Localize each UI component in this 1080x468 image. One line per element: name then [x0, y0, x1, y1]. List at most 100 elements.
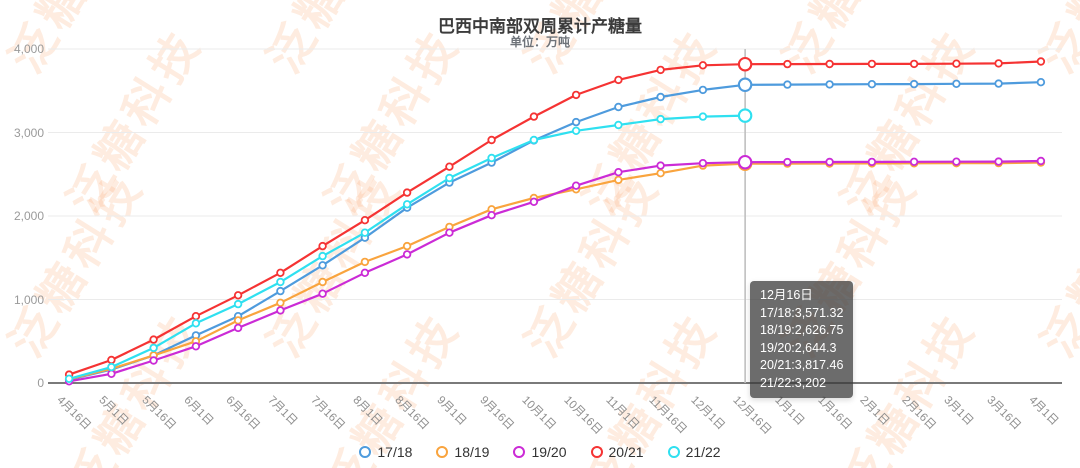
- data-point-20/21: [571, 90, 581, 100]
- data-point-20/21: [318, 241, 327, 251]
- data-point-18/19: [233, 316, 243, 325]
- tooltip-row: 17/18:3,571.32: [760, 305, 844, 320]
- highlighted-data-point-19/20: [737, 154, 753, 170]
- data-point-20/21: [614, 75, 623, 85]
- legend-label: 20/21: [608, 444, 644, 460]
- data-point-21/22: [698, 112, 708, 121]
- data-point-19/20: [529, 197, 539, 206]
- legend-item-18/19[interactable]: 18/19: [436, 444, 489, 460]
- data-point-20/21: [529, 112, 539, 121]
- legend-label: 18/19: [454, 444, 490, 460]
- data-point-20/21: [445, 162, 454, 171]
- data-point-19/20: [318, 289, 327, 298]
- legend-item-17/18[interactable]: 17/18: [359, 444, 412, 460]
- data-point-21/22: [318, 251, 327, 261]
- tooltip-row: 21/22:3,202: [760, 375, 827, 390]
- hover-tooltip: 12月16日 17/18:3,571.32 18/19:2,626.75 19/20…: [750, 281, 854, 398]
- data-point-18/19: [318, 277, 327, 287]
- data-point-20/21: [994, 59, 1003, 68]
- data-point-21/22: [191, 319, 201, 328]
- series-line-17/18: [67, 81, 1043, 381]
- highlighted-data-point-20/21: [737, 56, 753, 72]
- chart-title: 巴西中南部双周累计产糖量: [438, 17, 642, 36]
- data-point-21/22: [149, 343, 158, 353]
- highlighted-data-point-17/18: [737, 77, 753, 93]
- data-point-18/19: [614, 175, 623, 185]
- data-point-17/18: [783, 80, 792, 89]
- data-point-17/18: [825, 80, 834, 89]
- data-point-19/20: [445, 228, 454, 237]
- data-point-17/18: [909, 79, 919, 89]
- data-point-19/20: [867, 157, 877, 167]
- legend-circle-icon: [590, 446, 603, 458]
- data-point-17/18: [698, 85, 708, 95]
- data-point-19/20: [614, 167, 623, 177]
- legend-circle-icon: [436, 446, 449, 458]
- data-point-20/21: [698, 61, 708, 70]
- data-point-20/21: [276, 268, 285, 277]
- data-point-21/22: [233, 299, 243, 309]
- legend-item-19/20[interactable]: 19/20: [513, 444, 567, 460]
- series-line-20/21: [67, 60, 1043, 376]
- data-point-17/18: [276, 286, 285, 296]
- data-point-19/20: [107, 369, 116, 378]
- data-point-19/20: [656, 161, 665, 170]
- data-point-21/22: [107, 362, 116, 372]
- tooltip-header: 12月16日: [760, 288, 813, 302]
- series-line-19/20: [67, 159, 1043, 383]
- data-point-19/20: [825, 157, 834, 167]
- y-tick-label: 0: [37, 376, 44, 390]
- legend-item-21/22[interactable]: 21/22: [667, 444, 721, 460]
- data-point-21/22: [487, 153, 496, 163]
- data-point-17/18: [318, 261, 327, 270]
- tooltip-row: 18/19:2,626.75: [760, 323, 844, 337]
- data-point-20/21: [825, 59, 834, 69]
- legend-item-20/21[interactable]: 20/21: [590, 444, 644, 460]
- data-point-17/18: [867, 79, 877, 89]
- data-point-19/20: [276, 306, 285, 315]
- data-point-19/20: [191, 342, 201, 351]
- legend-label: 19/20: [531, 444, 567, 460]
- data-point-18/19: [656, 168, 665, 178]
- legend-circle-icon: [513, 446, 526, 458]
- data-point-20/21: [952, 59, 961, 68]
- data-point-21/22: [614, 120, 623, 130]
- data-point-21/22: [529, 135, 539, 145]
- data-point-21/22: [402, 200, 412, 209]
- legend-circle-icon: [359, 446, 372, 458]
- data-point-21/22: [276, 277, 285, 287]
- data-point-19/20: [952, 157, 961, 166]
- y-tick-label: 1,000: [13, 292, 44, 307]
- data-point-21/22: [571, 126, 581, 135]
- data-point-20/21: [656, 65, 665, 75]
- y-tick-label: 3,000: [13, 125, 44, 140]
- data-point-17/18: [994, 79, 1003, 88]
- data-point-18/19: [360, 257, 370, 267]
- data-point-21/22: [360, 228, 370, 237]
- data-point-20/21: [1036, 57, 1046, 66]
- data-point-20/21: [402, 188, 412, 197]
- legend-circle-icon: [667, 446, 680, 458]
- data-point-19/20: [487, 210, 496, 220]
- legend-label: 21/22: [685, 444, 721, 460]
- y-tick-label: 4,000: [13, 42, 44, 56]
- data-point-20/21: [487, 135, 496, 145]
- data-point-17/18: [571, 117, 581, 127]
- data-point-21/22: [64, 374, 74, 383]
- data-point-19/20: [233, 323, 243, 333]
- data-point-19/20: [994, 157, 1003, 166]
- data-point-21/22: [656, 114, 665, 124]
- data-point-20/21: [909, 59, 919, 69]
- tooltip-row: 19/20:2,644.3: [760, 340, 837, 355]
- data-point-20/21: [867, 59, 877, 69]
- legend-label: 17/18: [377, 444, 413, 460]
- data-point-20/21: [360, 215, 370, 225]
- data-point-19/20: [402, 250, 412, 259]
- data-point-17/18: [614, 102, 623, 112]
- y-tick-label: 2,000: [13, 209, 44, 223]
- highlighted-data-point-21/22: [737, 108, 753, 123]
- series-line-18/19: [67, 161, 1043, 381]
- data-point-19/20: [149, 356, 158, 365]
